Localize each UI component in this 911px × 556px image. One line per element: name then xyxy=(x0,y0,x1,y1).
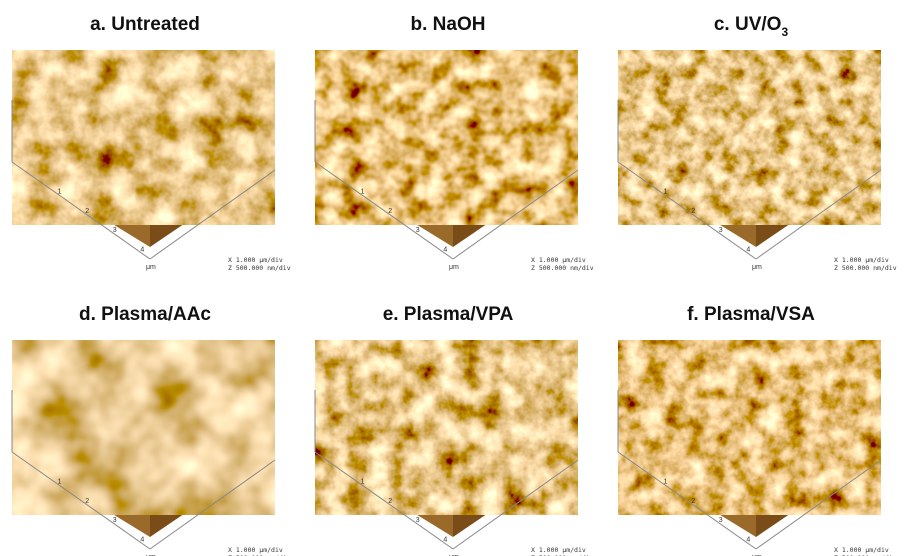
title-text: d. Plasma/AAc xyxy=(79,304,211,325)
x-tick-label: 1 xyxy=(361,188,365,195)
x-tick-label: 3 xyxy=(113,227,117,234)
panel-title: a. Untreated xyxy=(90,14,200,35)
x-tick-label: 2 xyxy=(691,208,695,215)
x-tick-label: 3 xyxy=(416,517,420,524)
scale-z: Z 500.000 nm/div xyxy=(834,264,897,272)
scale-x: X 1.000 μm/div xyxy=(228,256,283,264)
title-text: f. Plasma/VSA xyxy=(687,304,815,325)
x-tick-label: 1 xyxy=(58,478,62,485)
x-tick-label: 4 xyxy=(443,537,447,544)
panel-title: c. UV/O3 xyxy=(714,14,789,39)
scale-x: X 1.000 μm/div xyxy=(228,546,283,554)
x-tick-label: 4 xyxy=(746,537,750,544)
title-text: c. UV/O xyxy=(714,14,782,35)
surface-texture xyxy=(618,50,881,225)
scale-x: X 1.000 μm/div xyxy=(834,546,889,554)
x-tick-label: 3 xyxy=(719,227,723,234)
x-tick-label: 2 xyxy=(388,498,392,505)
surface-texture xyxy=(315,50,578,225)
x-tick-label: 1 xyxy=(58,188,62,195)
title-subscript: 3 xyxy=(781,25,788,39)
panel-title: e. Plasma/VPA xyxy=(383,304,514,325)
surface-texture xyxy=(12,50,275,225)
scale-x: X 1.000 μm/div xyxy=(834,256,889,264)
x-tick-label: 1 xyxy=(664,188,668,195)
axis-unit: μm xyxy=(146,264,156,271)
x-tick-label: 2 xyxy=(388,208,392,215)
panel-title: f. Plasma/VSA xyxy=(687,304,815,325)
x-tick-label: 2 xyxy=(691,498,695,505)
x-tick-label: 1 xyxy=(664,478,668,485)
surface-texture xyxy=(618,340,881,515)
title-text: a. Untreated xyxy=(90,14,200,35)
figure: a. Untreated1234μmX 1.000 μm/divZ 500.00… xyxy=(0,0,911,556)
scale-z: Z 500.000 nm/div xyxy=(531,264,594,272)
surface-texture xyxy=(315,340,578,515)
scale-x: X 1.000 μm/div xyxy=(531,256,586,264)
surface-texture xyxy=(12,340,275,515)
axis-unit: μm xyxy=(449,264,459,271)
x-tick-label: 4 xyxy=(746,247,750,254)
x-tick-label: 3 xyxy=(113,517,117,524)
panel-title: b. NaOH xyxy=(411,14,486,35)
x-tick-label: 1 xyxy=(361,478,365,485)
title-text: b. NaOH xyxy=(411,14,486,35)
title-text: e. Plasma/VPA xyxy=(383,304,514,325)
scale-x: X 1.000 μm/div xyxy=(531,546,586,554)
x-tick-label: 3 xyxy=(416,227,420,234)
x-tick-label: 2 xyxy=(85,498,89,505)
panel-title: d. Plasma/AAc xyxy=(79,304,211,325)
x-tick-label: 4 xyxy=(443,247,447,254)
x-tick-label: 3 xyxy=(719,517,723,524)
x-tick-label: 4 xyxy=(140,247,144,254)
x-tick-label: 4 xyxy=(140,537,144,544)
axis-unit: μm xyxy=(752,264,762,271)
scale-z: Z 500.000 nm/div xyxy=(228,264,291,272)
x-tick-label: 2 xyxy=(85,208,89,215)
